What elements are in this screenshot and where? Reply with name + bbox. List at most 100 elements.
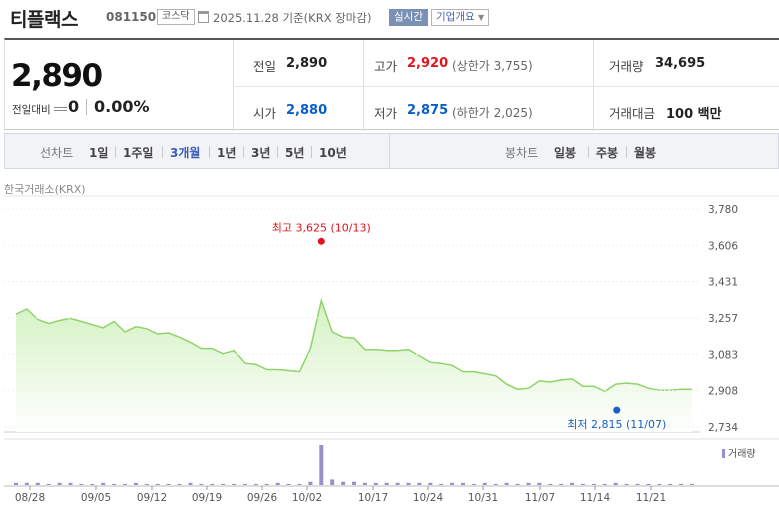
stock-header: 티플랙스 081150 코스닥 2025.11.28 기준(KRX 장마감) 실…: [0, 0, 779, 38]
company-overview-button[interactable]: 기업개요 ▼: [431, 9, 490, 26]
x-tick-label: 10/17: [358, 492, 388, 504]
volume-bar: [308, 481, 313, 485]
candle-monthly[interactable]: 월봉: [634, 146, 657, 160]
y-tick-label: 3,257: [708, 313, 738, 325]
volume-bar: [68, 482, 73, 485]
volume-bar: [679, 483, 684, 485]
volume-bar: [548, 483, 553, 485]
x-tick-label: 11/14: [580, 492, 611, 504]
lower-limit-value: 2,025): [493, 106, 533, 120]
volume-bar: [362, 482, 367, 485]
volume-legend: 거래량: [728, 448, 756, 460]
volume-bar: [57, 482, 62, 485]
divider: [209, 146, 210, 158]
stock-code: 081150: [106, 10, 157, 24]
volume-bar: [570, 482, 575, 485]
price-summary: 2,890 전일대비 0 0.00% 전일 2,890 고가 2,920 (상한…: [4, 38, 779, 131]
volume-bar: [133, 482, 138, 485]
volume-bar: [221, 483, 226, 485]
volume-bar: [199, 483, 204, 485]
x-tick-label: 09/26: [247, 492, 278, 504]
volume-bar: [232, 483, 237, 485]
period-1w[interactable]: 1주일: [123, 146, 154, 160]
y-tick-label: 2,734: [708, 422, 738, 434]
x-tick-label: 09/12: [137, 492, 167, 504]
volume-bar: [384, 482, 389, 485]
period-1y[interactable]: 1년: [217, 146, 237, 160]
volume-bar: [177, 483, 182, 485]
upper-limit: (상한가 3,755): [452, 57, 533, 74]
divider: [233, 40, 234, 131]
low-label: 저가: [374, 106, 398, 121]
lower-limit: (하한가 2,025): [452, 104, 533, 121]
x-tick-label: 08/28: [15, 492, 45, 504]
volume-bar: [690, 483, 694, 485]
volume-bar: [144, 483, 149, 485]
chart-toolbar: 선차트 1일 1주일 3개월 1년 3년 5년 10년 봉차트 일봉 주봉 월봉: [4, 133, 779, 169]
volume-bar: [526, 482, 531, 485]
amount-unit: 백만: [697, 107, 722, 122]
low-value: 2,875: [407, 103, 449, 118]
volume-bar: [395, 482, 400, 485]
y-tick-label: 3,606: [708, 240, 738, 252]
volume-bar: [581, 483, 585, 485]
open-value: 2,880: [286, 103, 328, 118]
x-tick-label: 10/31: [468, 492, 498, 504]
divider: [588, 146, 589, 158]
volume-bar: [373, 482, 378, 485]
volume-bar: [253, 483, 258, 485]
volume-bar: [341, 481, 346, 485]
x-tick-label: 10/02: [292, 492, 322, 504]
stock-name: 티플랙스: [10, 9, 78, 31]
period-3m[interactable]: 3개월: [170, 146, 201, 160]
y-tick-label: 3,780: [708, 204, 738, 216]
volume-legend-swatch: [722, 449, 725, 458]
realtime-button[interactable]: 실시간: [389, 9, 428, 26]
volume-bar: [275, 482, 280, 485]
exchange-label: 한국거래소(KRX): [4, 183, 86, 196]
volume-bar: [515, 483, 520, 485]
y-tick-label: 3,083: [708, 349, 738, 361]
y-tick-label: 3,431: [708, 277, 738, 289]
volume-bar: [417, 482, 422, 485]
prev-close-label: 전일: [253, 59, 277, 74]
high-label: 고가: [374, 59, 398, 74]
period-5y[interactable]: 5년: [285, 146, 305, 160]
volume-bar: [243, 483, 247, 485]
x-tick-label: 11/07: [525, 492, 555, 504]
volume-label: 거래량: [609, 59, 644, 74]
company-overview-label: 기업개요: [436, 11, 475, 23]
volume-bar: [79, 483, 84, 485]
volume-bar: [504, 482, 509, 485]
candle-weekly[interactable]: 주봉: [596, 146, 619, 160]
volume-bar: [24, 482, 29, 485]
volume-bar: [210, 483, 215, 485]
volume-bar: [101, 482, 106, 485]
divider: [626, 146, 627, 158]
volume-bar: [14, 482, 18, 485]
divider: [243, 146, 244, 158]
volume-bar: [264, 483, 269, 485]
period-1d[interactable]: 1일: [89, 146, 109, 160]
high-marker: [317, 237, 325, 245]
volume-value: 34,695: [655, 56, 706, 71]
low-annotation: 최저 2,815 (11/07): [567, 418, 666, 431]
amount-label: 거래대금: [609, 106, 656, 121]
volume-bar: [286, 483, 291, 485]
divider: [389, 133, 390, 169]
volume-bar: [646, 483, 651, 485]
volume-bar: [188, 482, 193, 485]
amount-value: 100 백만: [666, 103, 722, 122]
candle-daily[interactable]: 일봉: [554, 146, 577, 160]
volume-bar: [450, 482, 455, 485]
upper-limit-label: (상한가: [452, 59, 490, 73]
volume-bar: [657, 483, 662, 485]
volume-bar: [352, 481, 356, 485]
period-3y[interactable]: 3년: [251, 146, 271, 160]
period-10y[interactable]: 10년: [319, 146, 347, 160]
change-value: 0: [68, 97, 80, 116]
divider: [86, 99, 87, 115]
divider: [115, 146, 116, 158]
divider: [363, 40, 364, 131]
